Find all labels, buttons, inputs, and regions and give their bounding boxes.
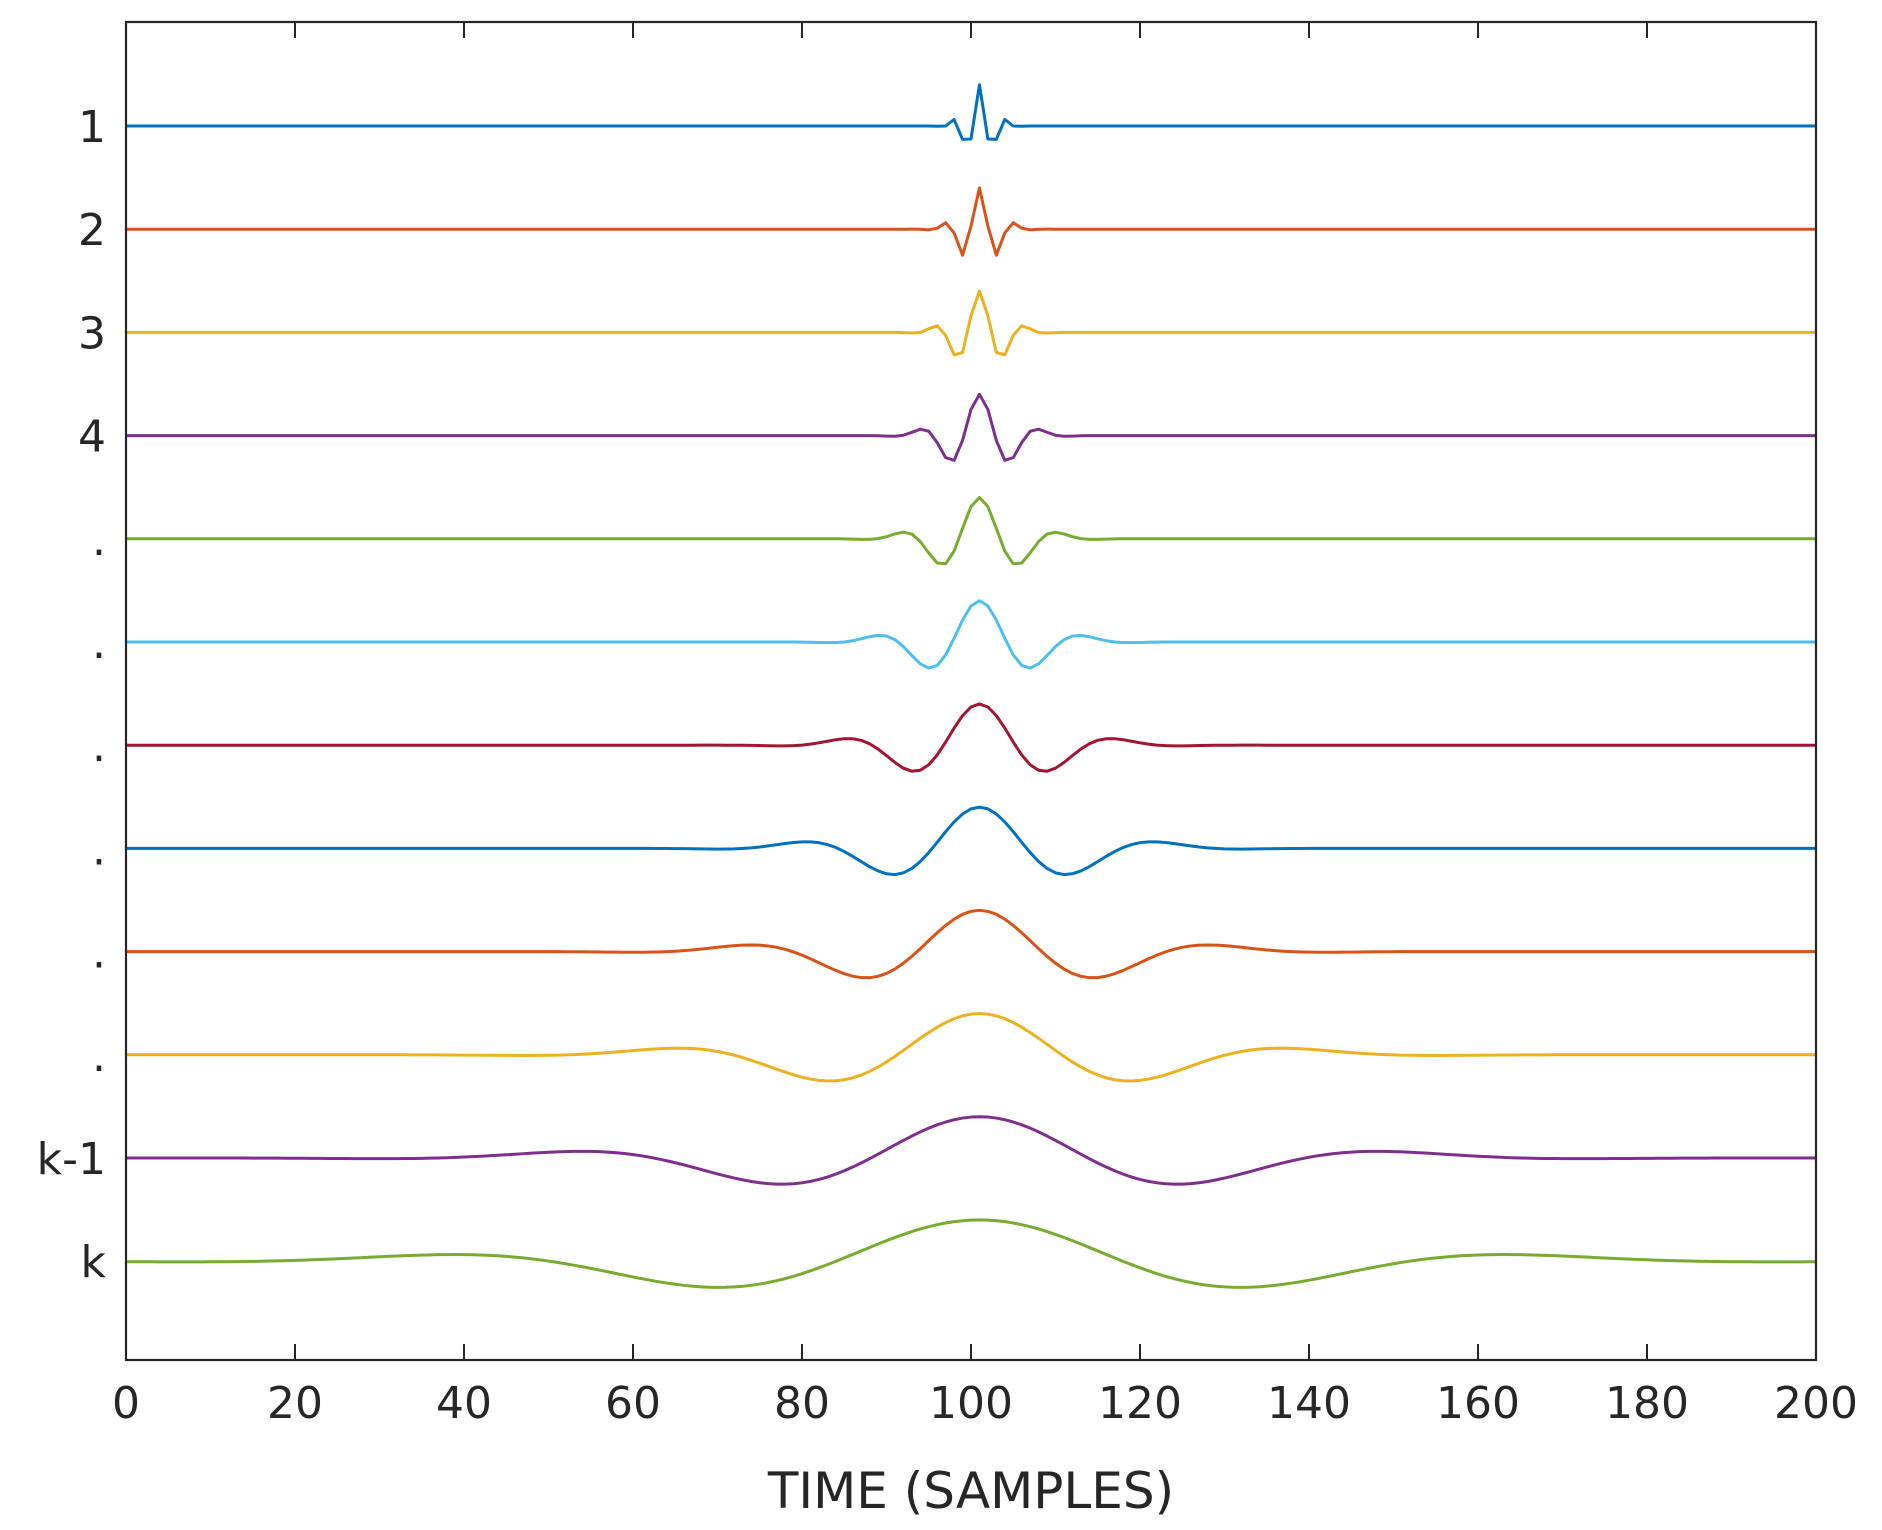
y-tick-label-12: k: [81, 1237, 107, 1288]
series-line-8: [126, 805, 1816, 877]
series-line-9: [126, 908, 1816, 980]
x-tick-label-20: 20: [267, 1378, 323, 1429]
x-tick-label-80: 80: [774, 1378, 830, 1429]
x-tick-label-0: 0: [112, 1378, 140, 1429]
series-line-2: [126, 186, 1816, 257]
x-tick-label-60: 60: [605, 1378, 661, 1429]
y-tick-label-10: .: [92, 1031, 106, 1082]
series-line-7: [126, 702, 1816, 773]
y-tick-label-4: 4: [78, 412, 106, 463]
x-tick-label-140: 140: [1267, 1378, 1351, 1429]
y-tick-label-5: .: [92, 515, 106, 566]
x-tick-label-40: 40: [436, 1378, 492, 1429]
series-line-11: [126, 1115, 1816, 1186]
y-tick-label-6: .: [92, 618, 106, 669]
x-axis-label: TIME (SAMPLES): [767, 1462, 1174, 1520]
y-tick-label-7: .: [92, 721, 106, 772]
y-tick-label-3: 3: [78, 308, 106, 359]
series-line-4: [126, 392, 1816, 462]
tick-layer: 0 20 40 60 80 100 120 140 160 180 200 1 2 3 4...... k-1…: [37, 22, 1858, 1429]
y-tick-label-9: .: [92, 928, 106, 979]
y-tick-label-2: 2: [78, 205, 106, 256]
y-tick-label-8: .: [92, 824, 106, 875]
series-line-1: [126, 83, 1816, 141]
series-line-12: [125, 1218, 1817, 1289]
series-line-10: [126, 1012, 1816, 1083]
y-tick-label-1: 1: [78, 102, 106, 153]
x-tick-label-100: 100: [929, 1378, 1013, 1429]
series-line-3: [126, 289, 1816, 357]
x-tick-label-120: 120: [1098, 1378, 1182, 1429]
series-layer: [125, 83, 1817, 1289]
series-line-6: [126, 599, 1816, 670]
plot-area-border: [124, 20, 1818, 1362]
y-tick-label-11: k-1: [37, 1134, 106, 1185]
series-line-5: [126, 496, 1816, 566]
x-tick-label-200: 200: [1774, 1378, 1858, 1429]
x-tick-label-180: 180: [1605, 1378, 1689, 1429]
x-tick-label-160: 160: [1436, 1378, 1520, 1429]
